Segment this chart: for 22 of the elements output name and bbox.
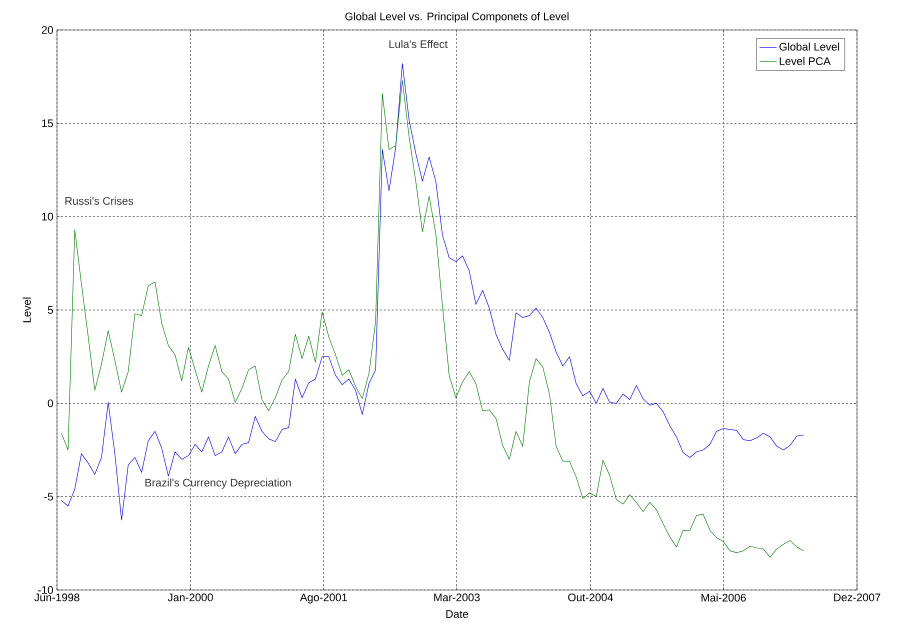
x-tick-label: Jan-2000 <box>168 594 213 602</box>
annotation: Brazil's Currency Depreciation <box>145 478 291 489</box>
y-tick-label: 20 <box>42 26 54 34</box>
legend-label: Global Level <box>779 42 840 51</box>
y-tick-label: 5 <box>48 306 54 314</box>
annotation: Lula's Effect <box>389 40 448 48</box>
y-tick-label: 0 <box>48 399 54 408</box>
x-tick-label: Out-2004 <box>568 594 614 602</box>
x-tick-label: Ago-2001 <box>300 594 347 604</box>
x-axis-title: Date <box>446 610 468 618</box>
y-tick-label: -10 <box>38 586 54 594</box>
x-tick-label: Dez-2007 <box>834 594 880 602</box>
y-tick-label: 15 <box>42 120 54 128</box>
x-tick-label: Jun-1998 <box>34 594 80 602</box>
annotation: Russi's Crises <box>65 196 134 205</box>
y-axis-title: Level <box>22 298 31 322</box>
x-tick-label: Mai-2006 <box>702 594 746 602</box>
legend-label: Level PCA <box>780 57 831 66</box>
x-tick-label: Mar-2003 <box>434 594 480 602</box>
chart-title: Global Level vs. Principal Componets of Level <box>345 12 569 22</box>
y-tick-label: -5 <box>44 492 54 500</box>
y-tick-label: 10 <box>42 212 54 221</box>
